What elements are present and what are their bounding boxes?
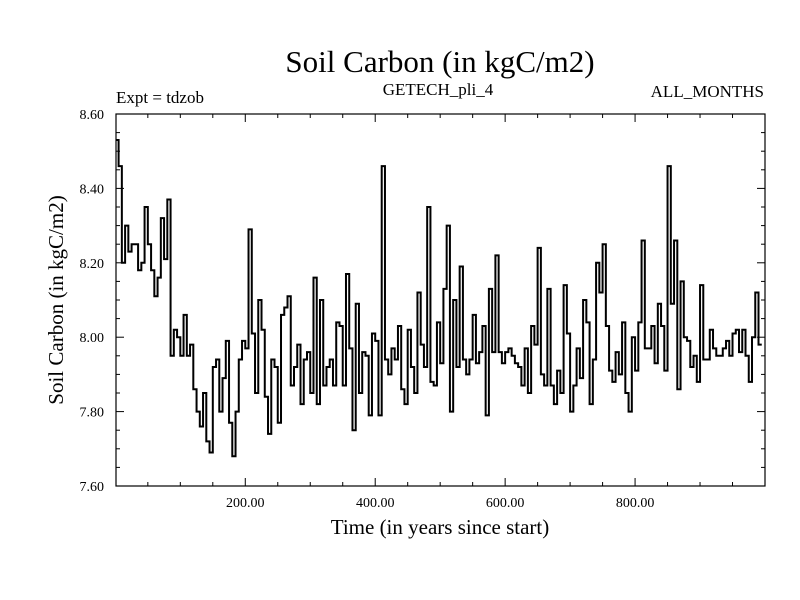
y-tick-label: 8.60: [80, 108, 105, 123]
y-axis-ticks: 7.60 7.80 8.00 8.20 8.40 8.60: [80, 108, 765, 495]
run-label: GETECH_pli_4: [383, 80, 494, 99]
period-label: ALL_MONTHS: [651, 82, 764, 101]
y-tick-label: 7.80: [80, 406, 105, 421]
y-axis-label: Soil Carbon (in kgC/m2): [44, 195, 68, 404]
plot-frame: [115, 113, 766, 487]
x-tick-label: 400.00: [356, 496, 395, 511]
y-tick-label: 8.20: [80, 257, 105, 272]
x-tick-label: 600.00: [486, 496, 525, 511]
experiment-label: Expt = tdzob: [116, 88, 204, 107]
y-tick-label: 8.40: [80, 182, 105, 197]
x-axis-label: Time (in years since start): [331, 515, 550, 539]
soil-carbon-series-line: [116, 139, 762, 458]
y-tick-label: 7.60: [80, 480, 105, 495]
x-tick-label: 800.00: [616, 496, 655, 511]
x-tick-label: 200.00: [226, 496, 265, 511]
y-tick-label: 8.00: [80, 331, 105, 346]
chart-title: Soil Carbon (in kgC/m2): [285, 44, 594, 79]
x-axis-ticks: 200.00 400.00 600.00 800.00: [147, 114, 734, 511]
